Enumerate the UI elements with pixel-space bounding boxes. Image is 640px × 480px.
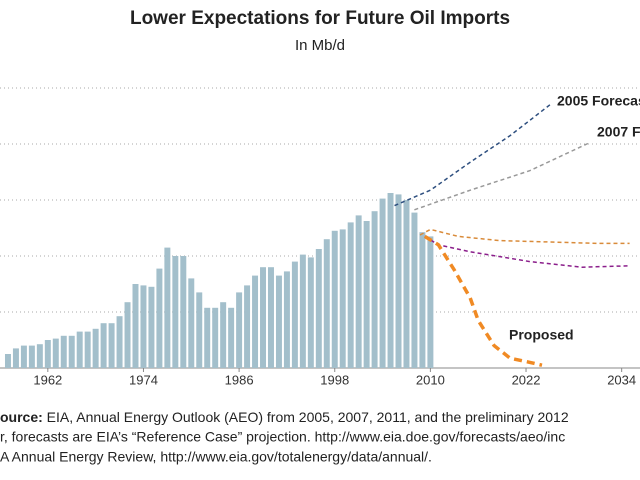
x-tick-label: 1974 bbox=[129, 372, 158, 387]
forecast-line bbox=[414, 141, 591, 211]
bar bbox=[20, 345, 27, 368]
bar bbox=[228, 307, 235, 368]
bar bbox=[419, 232, 426, 368]
bar bbox=[275, 275, 282, 368]
bar bbox=[347, 222, 354, 368]
bar bbox=[28, 345, 35, 368]
bar bbox=[387, 193, 394, 368]
x-tick-label: 1998 bbox=[320, 372, 349, 387]
bar bbox=[315, 249, 322, 368]
bar bbox=[220, 302, 227, 368]
bar bbox=[44, 340, 51, 368]
bar bbox=[355, 215, 362, 368]
source-line: A Annual Energy Review, http://www.eia.g… bbox=[0, 449, 432, 465]
bar bbox=[204, 307, 211, 368]
bar bbox=[100, 323, 107, 368]
bar bbox=[411, 212, 418, 368]
source-line: EIA, Annual Energy Outlook (AEO) from 20… bbox=[43, 409, 569, 425]
forecast-line bbox=[424, 235, 630, 268]
x-tick-label: 1986 bbox=[225, 372, 254, 387]
forecast-line bbox=[394, 104, 551, 207]
bar bbox=[267, 267, 274, 368]
bar bbox=[140, 285, 147, 368]
bar bbox=[92, 328, 99, 368]
bar bbox=[403, 200, 410, 368]
chart-subtitle: In Mb/d bbox=[295, 37, 345, 54]
bar bbox=[299, 254, 306, 368]
bar bbox=[116, 316, 123, 368]
bar bbox=[36, 344, 43, 368]
bar bbox=[331, 230, 338, 368]
bar bbox=[236, 292, 243, 368]
bar bbox=[60, 335, 67, 368]
bar bbox=[363, 221, 370, 368]
bar bbox=[379, 198, 386, 368]
bar bbox=[283, 271, 290, 368]
bar bbox=[164, 247, 171, 368]
bar bbox=[260, 267, 267, 368]
bar bbox=[180, 256, 187, 368]
x-tick-label: 1962 bbox=[33, 372, 62, 387]
series-label: 2007 Forecast bbox=[597, 124, 640, 140]
x-tick-label: 2022 bbox=[512, 372, 541, 387]
chart-title: Lower Expectations for Future Oil Import… bbox=[130, 8, 510, 29]
x-tick-label: 2034 bbox=[607, 372, 636, 387]
bar bbox=[188, 278, 195, 368]
bar bbox=[244, 285, 251, 368]
bar bbox=[156, 268, 163, 368]
bar bbox=[427, 236, 434, 368]
bar bbox=[124, 302, 131, 368]
series-label: Proposed bbox=[509, 327, 574, 343]
bar bbox=[68, 335, 75, 368]
bar bbox=[291, 261, 298, 368]
bar bbox=[172, 256, 179, 368]
source-note: ource: EIA, Annual Energy Outlook (AEO) … bbox=[0, 409, 569, 425]
bar bbox=[307, 257, 314, 368]
bar bbox=[4, 354, 11, 368]
bar bbox=[339, 229, 346, 368]
bar bbox=[132, 284, 139, 368]
bar bbox=[12, 348, 19, 368]
bar bbox=[108, 323, 115, 368]
bar bbox=[52, 338, 59, 368]
bar bbox=[371, 211, 378, 368]
bar bbox=[323, 239, 330, 368]
bar bbox=[148, 286, 155, 368]
bar bbox=[212, 307, 219, 368]
bar bbox=[252, 275, 259, 368]
source-label: ource: bbox=[0, 409, 43, 425]
bar bbox=[196, 292, 203, 368]
forecast-line bbox=[419, 228, 630, 245]
series-label: 2005 Forecast bbox=[557, 93, 640, 109]
source-line: r, forecasts are EIA’s “Reference Case” … bbox=[0, 429, 565, 445]
bar bbox=[76, 331, 83, 368]
bar bbox=[395, 194, 402, 368]
bar bbox=[84, 331, 91, 368]
x-tick-label: 2010 bbox=[416, 372, 445, 387]
